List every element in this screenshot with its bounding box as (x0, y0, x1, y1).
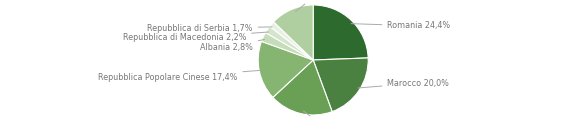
Wedge shape (262, 33, 313, 60)
Text: Moldavia 18,7%: Moldavia 18,7% (289, 111, 353, 120)
Wedge shape (273, 60, 332, 115)
Wedge shape (313, 58, 368, 112)
Text: Albania 2,8%: Albania 2,8% (200, 39, 264, 52)
Wedge shape (270, 22, 313, 60)
Wedge shape (258, 41, 313, 97)
Wedge shape (266, 26, 313, 60)
Text: Altri: Altri (296, 0, 324, 12)
Wedge shape (313, 5, 368, 60)
Text: Repubblica Popolare Cinese 17,4%: Repubblica Popolare Cinese 17,4% (98, 70, 261, 82)
Text: Repubblica di Macedonia 2,2%: Repubblica di Macedonia 2,2% (122, 32, 269, 42)
Wedge shape (274, 5, 313, 60)
Text: Repubblica di Serbia 1,7%: Repubblica di Serbia 1,7% (147, 24, 272, 33)
Text: Romania 24,4%: Romania 24,4% (351, 21, 451, 30)
Text: Marocco 20,0%: Marocco 20,0% (358, 79, 450, 88)
